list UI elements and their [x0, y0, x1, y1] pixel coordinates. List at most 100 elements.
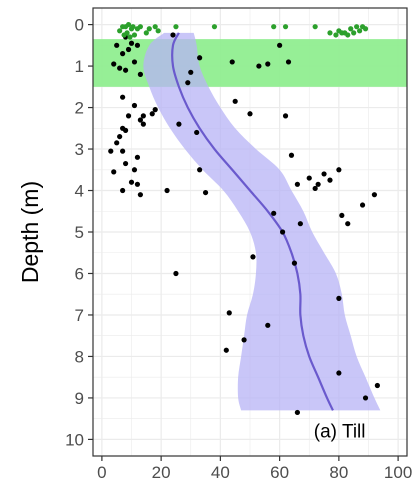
green-points — [117, 21, 369, 40]
black-data-point — [152, 107, 158, 113]
black-data-point — [291, 260, 298, 266]
y-tick-label: 8 — [75, 347, 84, 366]
black-data-point — [226, 310, 232, 316]
black-data-point — [188, 69, 194, 75]
black-data-point — [282, 113, 289, 119]
black-data-point — [120, 51, 126, 57]
black-data-point — [120, 148, 126, 154]
black-data-point — [149, 111, 155, 117]
black-data-point — [271, 210, 277, 216]
black-data-point — [176, 121, 182, 127]
y-tick-label: 7 — [75, 306, 84, 325]
black-data-point — [345, 221, 351, 227]
green-data-point — [348, 26, 354, 32]
x-axis-ticks: 0 20 40 60 80 100 — [97, 456, 412, 482]
green-data-point — [354, 24, 360, 30]
green-data-point — [312, 24, 318, 30]
y-tick-label: 10 — [65, 430, 84, 449]
x-tick-label: 20 — [152, 463, 171, 482]
black-data-point — [359, 202, 366, 208]
y-tick-label: 1 — [75, 57, 84, 76]
green-data-point — [131, 32, 138, 38]
black-data-point — [336, 295, 342, 301]
black-data-point — [374, 382, 380, 389]
black-data-point — [306, 175, 312, 181]
black-data-point — [232, 98, 238, 104]
shaded-band-rect — [93, 39, 407, 87]
black-points — [108, 32, 380, 416]
black-data-point — [285, 59, 292, 65]
black-data-point — [371, 192, 378, 198]
x-tick-label: 60 — [270, 463, 289, 482]
black-data-point — [265, 61, 271, 67]
black-data-point — [256, 63, 262, 69]
black-data-point — [122, 67, 129, 73]
black-data-point — [117, 133, 123, 140]
green-data-point — [117, 28, 123, 34]
green-data-point — [271, 24, 277, 30]
black-data-point — [336, 167, 342, 173]
black-data-point — [131, 59, 138, 65]
black-data-point — [185, 80, 191, 86]
black-data-point — [265, 322, 271, 328]
black-data-point — [137, 71, 143, 77]
black-data-point — [140, 113, 146, 119]
panel-label: (a) Till — [314, 421, 366, 442]
trend-ribbon — [143, 32, 381, 411]
x-tick-label: 100 — [384, 463, 412, 482]
y-tick-label: 5 — [75, 223, 84, 242]
green-data-point — [351, 30, 357, 36]
green-data-point — [130, 24, 136, 30]
black-data-point — [279, 229, 286, 235]
green-data-point — [155, 28, 161, 34]
green-data-point — [211, 24, 218, 30]
green-data-point — [357, 28, 363, 34]
y-tick-label: 4 — [75, 182, 84, 201]
black-data-point — [223, 347, 229, 353]
black-data-point — [122, 127, 129, 133]
y-tick-label: 3 — [75, 140, 84, 159]
black-data-point — [108, 148, 114, 154]
black-data-point — [125, 46, 132, 53]
green-data-point — [362, 26, 369, 32]
black-data-point — [117, 65, 123, 71]
green-data-point — [345, 32, 351, 38]
black-data-point — [134, 181, 141, 187]
black-data-point — [173, 270, 179, 277]
black-data-point — [131, 167, 138, 173]
black-data-point — [336, 370, 342, 376]
green-data-point — [327, 30, 333, 36]
black-data-point — [128, 179, 135, 185]
black-data-point — [137, 192, 143, 198]
y-tick-label: 6 — [75, 264, 84, 283]
black-data-point — [297, 221, 303, 227]
y-tick-label: 2 — [75, 99, 84, 118]
black-data-point — [140, 121, 146, 127]
black-data-point — [194, 129, 200, 136]
black-data-point — [241, 337, 247, 343]
black-data-point — [277, 42, 283, 48]
black-data-point — [327, 177, 333, 183]
green-data-point — [282, 24, 289, 30]
trend-line — [171, 32, 334, 411]
black-data-point — [134, 154, 141, 160]
trend-line-path — [171, 32, 334, 411]
green-data-point — [152, 24, 158, 30]
black-data-point — [362, 395, 369, 401]
black-data-point — [288, 152, 295, 158]
black-data-point — [120, 187, 126, 194]
green-data-point — [137, 24, 143, 30]
black-data-point — [120, 94, 126, 100]
x-tick-label: 0 — [97, 463, 106, 482]
black-data-point — [134, 42, 141, 48]
black-data-point — [125, 113, 132, 119]
black-data-point — [197, 167, 203, 173]
y-axis-title: Depth (m) — [17, 181, 43, 283]
green-data-point — [173, 24, 179, 30]
black-data-point — [137, 117, 143, 123]
green-data-point — [146, 26, 152, 32]
green-data-point — [127, 34, 133, 40]
black-data-point — [128, 40, 135, 46]
green-data-point — [143, 30, 149, 36]
